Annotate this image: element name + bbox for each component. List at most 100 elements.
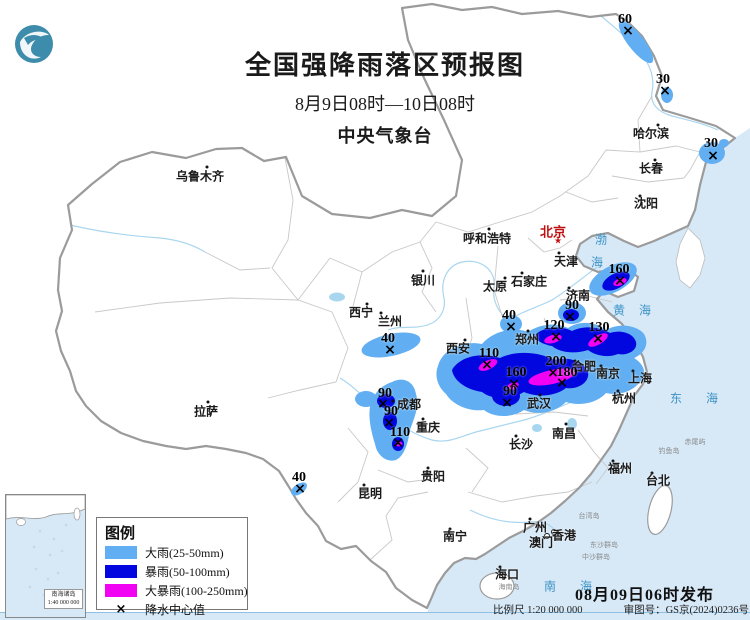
- rain-center-value: 40: [381, 331, 395, 346]
- city-dot: [514, 434, 518, 438]
- rain-center-value: 160: [608, 262, 630, 277]
- city-label: 香港: [551, 528, 577, 543]
- rain-center-marker-icon: ×: [622, 23, 634, 39]
- rain-center-value: 90: [565, 298, 579, 313]
- rain-center-marker-icon: ×: [556, 375, 568, 391]
- legend-box: 图例 大雨(25-50mm) 暴雨(50-100mm) 大暴雨(100-250m…: [96, 517, 248, 617]
- capital-star-icon: ★: [553, 235, 563, 246]
- city-label: 银川: [410, 273, 436, 288]
- rain-center-marker-icon: ×: [481, 357, 493, 373]
- rain-center-marker-icon: ×: [659, 83, 671, 99]
- rain-center-value: 110: [478, 346, 500, 361]
- city-dot: [653, 158, 657, 162]
- rain-center-marker-icon: ×: [377, 396, 389, 412]
- city-dot: [498, 565, 502, 569]
- island-label: 东沙群岛: [590, 541, 618, 549]
- city-label: 贵阳: [420, 469, 446, 484]
- sea-label: 海: [579, 579, 593, 594]
- city-label: 石家庄: [510, 274, 548, 289]
- rain-center-marker-icon: ×: [564, 309, 576, 325]
- approval-number: 审图号：GS京(2024)0236号: [623, 605, 749, 616]
- forecast-period: 8月9日08时—10日08时: [295, 94, 475, 114]
- city-label: 长沙: [508, 437, 534, 452]
- city-dot: [448, 527, 452, 531]
- island-label: 海南岛: [498, 583, 520, 591]
- city-label: 济南: [565, 288, 591, 303]
- city-label: 西安: [445, 341, 471, 356]
- city-dot: [638, 194, 642, 198]
- city-label: 武汉: [526, 396, 552, 411]
- city-label: 福州: [607, 461, 633, 476]
- city-label: 南京: [595, 366, 621, 381]
- city-label: 成都: [396, 397, 422, 412]
- legend-row-rainstorm: 暴雨(50-100mm): [105, 562, 247, 581]
- sea-label: 海: [638, 303, 652, 318]
- rain-center-marker-icon: ×: [550, 329, 562, 345]
- map-scale: 比例尺 1:20 000 000: [493, 605, 583, 616]
- rain-center-value: 90: [384, 404, 398, 419]
- rain-center-marker-icon: ×: [294, 481, 306, 497]
- city-label: 澳门: [528, 535, 554, 550]
- city-label: 哈尔滨: [632, 126, 670, 141]
- rain-center-marker-icon: ×: [383, 415, 395, 431]
- city-label: 昆明: [357, 486, 383, 501]
- rain-center-marker-icon: ×: [384, 342, 396, 358]
- rain-center-value: 40: [292, 470, 306, 485]
- city-label: 呼和浩特: [462, 231, 512, 246]
- rain-center-value: 60: [618, 12, 632, 27]
- city-dot: [544, 533, 550, 539]
- heavy-rain-swatch: [105, 546, 137, 559]
- city-dot: [421, 269, 425, 273]
- inset-label-box: 南海诸岛 1:40 000 000: [44, 589, 83, 609]
- rain-center-value: 90: [503, 384, 517, 399]
- city-dot: [526, 329, 530, 333]
- bottom-sea-strip: [0, 612, 750, 620]
- legend-row-heavy-rain: 大雨(25-50mm): [105, 543, 247, 562]
- city-dot: [379, 311, 383, 315]
- sea-label: 海: [705, 391, 719, 406]
- heavy-rainstorm-swatch: [105, 584, 137, 597]
- city-dot: [573, 359, 577, 363]
- city-label: 郑州: [514, 332, 540, 347]
- city-dot: [426, 466, 430, 470]
- inset-scale: 1:40 000 000: [47, 600, 80, 606]
- sea-label: 渤: [594, 232, 608, 247]
- rain-center-marker-icon: ×: [508, 376, 520, 392]
- city-dot: [631, 369, 635, 373]
- city-label: 杭州: [611, 391, 637, 406]
- map-header: 全国强降雨落区预报图 8月9日08时—10日08时 中央气象台: [215, 45, 555, 148]
- rain-center-value: 30: [656, 72, 670, 87]
- rain-center-marker-icon: ×: [592, 331, 604, 347]
- city-dot: [362, 483, 366, 487]
- city-label: 沈阳: [633, 196, 659, 211]
- city-label: 上海: [627, 371, 653, 386]
- rain-center-marker-icon: ×: [505, 319, 517, 335]
- city-dot: [421, 417, 425, 421]
- city-label: 西宁: [348, 305, 374, 320]
- city-label: 拉萨: [193, 404, 219, 419]
- map-title: 全国强降雨落区预报图: [244, 51, 525, 80]
- rain-center-marker-icon: ×: [614, 273, 626, 289]
- cma-logo-icon: [15, 25, 53, 63]
- center-value-marker-icon: ×: [115, 602, 127, 617]
- heavy-rain-label: 大雨(25-50mm): [145, 546, 224, 560]
- heavy-rainstorm-label: 大暴雨(100-250mm): [145, 584, 248, 598]
- rain-center-value: 30: [704, 136, 718, 151]
- city-label: 重庆: [415, 420, 441, 435]
- south-china-sea-inset: 南海诸岛 1:40 000 000: [5, 494, 86, 618]
- rain-center-value: 160: [505, 365, 527, 380]
- city-dot: [538, 393, 542, 397]
- heavy-rainstorm-patches: [395, 277, 627, 447]
- island-label: 中沙群岛: [582, 553, 610, 561]
- publish-time: 08月09日06时发布: [574, 587, 714, 604]
- city-dot: [656, 123, 660, 127]
- rain-center-value: 120: [543, 318, 565, 333]
- agency-name: 中央气象台: [337, 126, 433, 146]
- city-dot: [205, 165, 209, 169]
- rain-center-value: 130: [588, 320, 610, 335]
- city-label: 长春: [638, 161, 664, 176]
- rain-center-marker-icon: ×: [392, 435, 404, 451]
